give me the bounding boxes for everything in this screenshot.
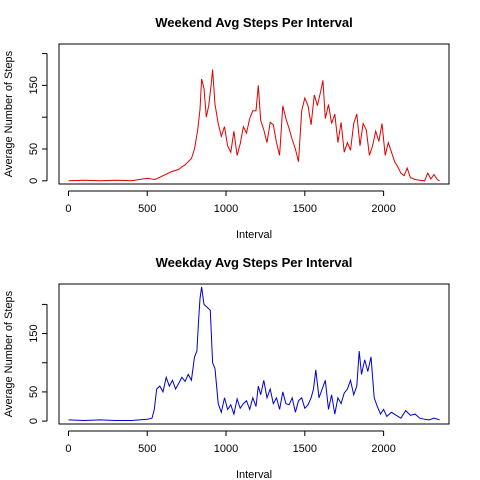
- weekend-x-tick-label: 0: [65, 203, 71, 215]
- weekend-chart: Weekend Avg Steps Per Interval 0 500 1000 1…: [3, 15, 450, 241]
- weekday-steps-line: [68, 286, 440, 422]
- weekend-chart-title: Weekend Avg Steps Per Interval: [155, 15, 352, 30]
- weekend-y-axis: 0 50 150: [28, 53, 48, 184]
- weekday-y-tick-label: 50: [28, 386, 40, 398]
- weekend-x-axis: 0 500 1000 1500 2000: [65, 190, 396, 215]
- weekend-x-axis-label: Interval: [236, 229, 272, 241]
- weekday-y-tick-label: 150: [28, 324, 40, 342]
- weekend-y-tick-label: 50: [28, 143, 40, 155]
- weekday-chart: Weekday Avg Steps Per Interval 0 500 1000 1…: [3, 255, 450, 480]
- weekday-x-axis-label: Interval: [236, 469, 272, 480]
- weekday-y-tick-label: 0: [28, 418, 40, 424]
- weekend-x-tick-label: 2000: [371, 203, 395, 215]
- weekend-x-tick-label: 500: [138, 203, 156, 215]
- weekend-y-axis-label: Average Number of Steps: [3, 50, 15, 177]
- weekday-x-tick-label: 1500: [293, 443, 317, 455]
- weekday-x-tick-label: 2000: [371, 443, 395, 455]
- weekday-plot-frame: [58, 283, 450, 425]
- weekday-x-tick-label: 0: [65, 443, 71, 455]
- weekday-x-tick-label: 1000: [214, 443, 238, 455]
- weekday-x-tick-label: 500: [138, 443, 156, 455]
- weekend-y-tick-label: 150: [28, 76, 40, 94]
- weekend-x-tick-label: 1500: [293, 203, 317, 215]
- weekend-steps-line: [68, 69, 440, 182]
- weekend-y-tick-label: 0: [28, 178, 40, 184]
- weekday-chart-title: Weekday Avg Steps Per Interval: [156, 255, 353, 270]
- weekend-x-tick-label: 1000: [214, 203, 238, 215]
- weekend-plot-frame: [58, 43, 450, 185]
- weekday-x-axis: 0 500 1000 1500 2000: [65, 430, 396, 455]
- weekday-y-axis: 0 50 150: [28, 303, 48, 424]
- weekday-y-axis-label: Average Number of Steps: [3, 290, 15, 417]
